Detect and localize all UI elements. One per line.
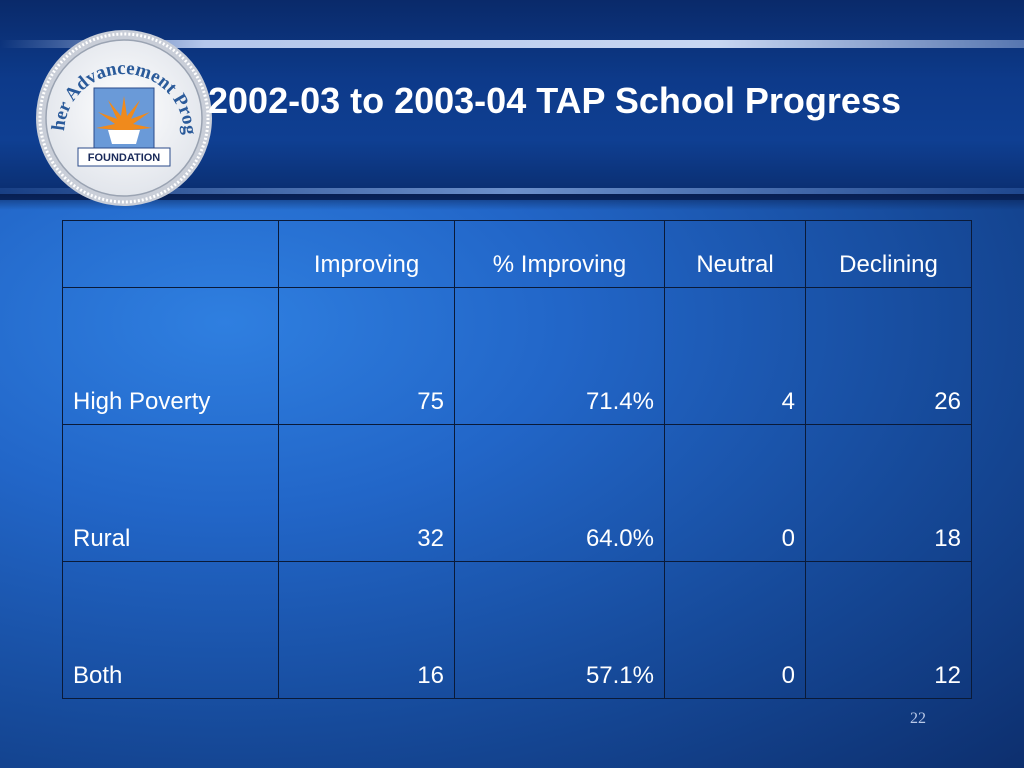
table-row: Both 16 57.1% 0 12 [62, 561, 972, 699]
cell-improving: 75 [278, 287, 455, 425]
cell-improving: 16 [278, 561, 455, 699]
table-row: Rural 32 64.0% 0 18 [62, 424, 972, 562]
header-cell-declining: Declining [805, 220, 972, 288]
page-number: 22 [910, 710, 926, 727]
logo-starburst-icon [96, 96, 152, 144]
row-label-both: Both [62, 561, 279, 699]
cell-pct-improving: 71.4% [454, 287, 665, 425]
header-cell-empty [62, 220, 279, 288]
logo-banner [77, 147, 171, 167]
cell-neutral: 0 [664, 561, 806, 699]
header-shadow [0, 194, 1024, 210]
header-cell-neutral: Neutral [664, 220, 806, 288]
row-label-rural: Rural [62, 424, 279, 562]
header-cell-pct-improving: % Improving [454, 220, 665, 288]
slide-title: 2002-03 to 2003-04 TAP School Progress [208, 80, 901, 121]
cell-declining: 12 [805, 561, 972, 699]
header-stripe-top [0, 40, 1024, 48]
cell-declining: 18 [805, 424, 972, 562]
cell-neutral: 0 [664, 424, 806, 562]
cell-pct-improving: 57.1% [454, 561, 665, 699]
header-cell-improving: Improving [278, 220, 455, 288]
header-stripe-bottom [0, 188, 1024, 194]
progress-table: Improving % Improving Neutral Declining … [62, 220, 972, 699]
cell-improving: 32 [278, 424, 455, 562]
logo-banner-text: FOUNDATION [88, 152, 161, 164]
cell-neutral: 4 [664, 287, 806, 425]
row-label-high-poverty: High Poverty [62, 287, 279, 425]
cell-declining: 26 [805, 287, 972, 425]
tap-foundation-logo: Teacher Advancement Program FOUNDATION [28, 26, 212, 206]
logo-serrated-edge [38, 32, 210, 204]
table-row: High Poverty 75 71.4% 4 26 [62, 287, 972, 425]
cell-pct-improving: 64.0% [454, 424, 665, 562]
table-header-row: Improving % Improving Neutral Declining [62, 220, 972, 288]
